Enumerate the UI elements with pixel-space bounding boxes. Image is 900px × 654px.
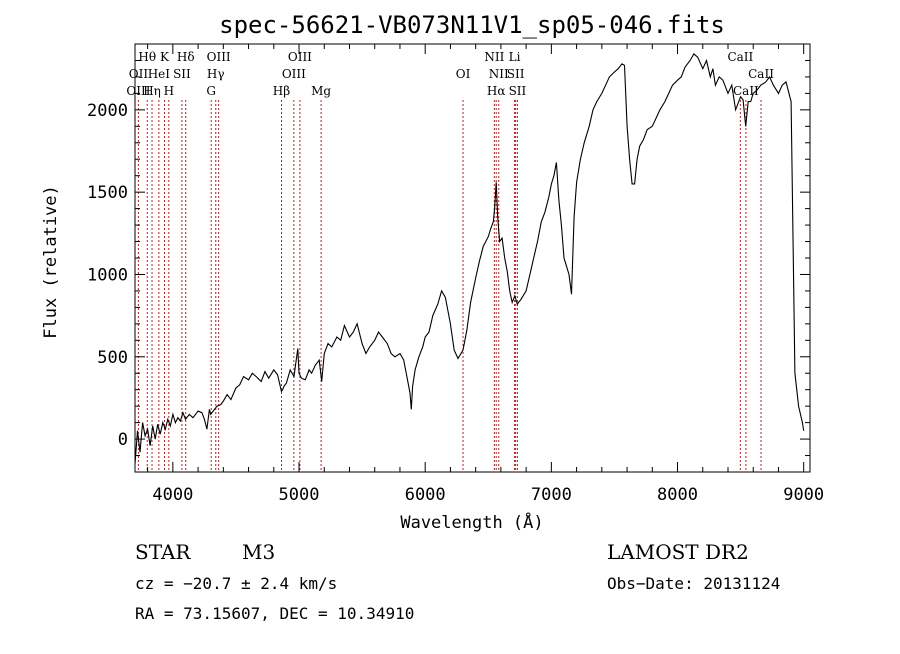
- coordinates: RA = 73.15607, DEC = 10.34910: [135, 604, 414, 623]
- spectral-line-label: OIII: [126, 84, 150, 98]
- spectral-line-label: OIII: [207, 50, 231, 64]
- spectral-line-label: OIII: [282, 67, 306, 81]
- spectral-line-label: Hβ: [273, 84, 290, 98]
- spectral-line-label: SII: [507, 67, 525, 81]
- spectral-line-label: H: [164, 84, 174, 98]
- x-tick-label: 7000: [531, 485, 572, 505]
- spectral-line-label: K: [160, 50, 170, 64]
- spectral-line-label: OIII: [288, 50, 312, 64]
- spectral-line-label: Li: [509, 50, 521, 64]
- y-tick-label: 1000: [87, 265, 128, 285]
- object-class: STAR: [135, 540, 191, 564]
- redshift-velocity: cz = −20.7 ± 2.4 km/s: [135, 574, 337, 593]
- y-axis-label: Flux (relative): [41, 185, 61, 339]
- y-tick-label: 2000: [87, 101, 128, 121]
- spectral-lines-layer: [137, 100, 762, 472]
- spectrum-series-line: [134, 53, 805, 464]
- spectral-line-label: CaII: [727, 50, 753, 64]
- observation-date: Obs−Date: 20131124: [607, 574, 780, 593]
- x-tick-label: 9000: [783, 485, 824, 505]
- spectral-line-label: Hδ: [177, 50, 195, 64]
- spectral-line-label: SII: [173, 67, 191, 81]
- spectral-line-label: Mg: [311, 84, 331, 98]
- spectral-line-label: OI: [456, 67, 471, 81]
- spectral-line-label: CaII: [748, 67, 774, 81]
- chart-title: spec-56621-VB073N11V1_sp05-046.fits: [219, 11, 725, 39]
- spectral-line-label: NII: [484, 50, 504, 64]
- spectral-line-label: Hθ: [138, 50, 156, 64]
- y-axis-ticks: 0 500 1000 1500 2000: [87, 59, 810, 457]
- x-tick-label: 8000: [657, 485, 698, 505]
- spectral-line-labels: Hθ OII OIII K HeI Hη H SII Hδ OIII Hγ G Hβ OIII OIII Mg…: [126, 50, 774, 98]
- spectral-line-label: Hα: [487, 84, 506, 98]
- x-tick-label: 4000: [152, 485, 193, 505]
- spectral-line-label: Hη: [143, 84, 161, 98]
- y-tick-label: 500: [97, 348, 128, 368]
- survey-name: LAMOST DR2: [607, 540, 749, 564]
- spectral-line-label: Hγ: [207, 67, 225, 81]
- spectral-line-label: SII: [509, 84, 527, 98]
- x-axis-label: Wavelength (Å): [400, 511, 543, 533]
- spectral-line-label: OII: [129, 67, 149, 81]
- y-tick-label: 0: [118, 430, 128, 450]
- spectral-line-label: HeI: [148, 67, 171, 81]
- x-axis-ticks: 4000 5000 6000 7000 8000 9000: [147, 44, 824, 505]
- x-tick-label: 5000: [279, 485, 320, 505]
- y-tick-label: 1500: [87, 183, 128, 203]
- x-tick-label: 6000: [405, 485, 446, 505]
- object-subclass: M3: [242, 540, 275, 564]
- spectral-line-label: G: [206, 84, 216, 98]
- plot-frame: [134, 43, 811, 473]
- spectral-line-label: NII: [489, 67, 509, 81]
